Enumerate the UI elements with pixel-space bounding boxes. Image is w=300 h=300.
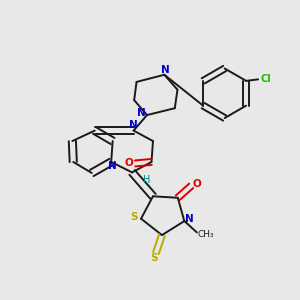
Text: H: H [143,175,150,185]
Text: N: N [185,214,194,224]
Text: CH₃: CH₃ [197,230,214,239]
Text: N: N [161,65,170,75]
Text: O: O [192,179,201,189]
Text: N: N [129,120,138,130]
Text: O: O [124,158,133,168]
Text: S: S [131,212,138,222]
Text: S: S [151,254,158,263]
Text: N: N [108,160,117,170]
Text: N: N [137,108,146,118]
Text: Cl: Cl [261,74,272,84]
